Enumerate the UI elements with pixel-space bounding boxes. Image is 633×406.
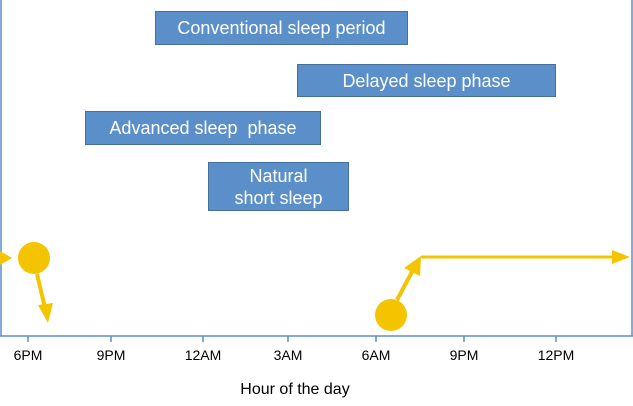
conventional-sleep-label: Conventional sleep period (177, 18, 386, 38)
sunset-icon (18, 242, 53, 323)
tick-label: 3AM (273, 347, 303, 363)
x-axis-title: Hour of the day (240, 381, 350, 398)
tick-label: 9PM (449, 347, 479, 363)
advanced-sleep-bar: Advanced sleep phase (85, 111, 321, 145)
sunrise-icon (375, 250, 630, 331)
advanced-sleep-label: Advanced sleep phase (109, 118, 297, 138)
tick-label: 6AM (361, 347, 391, 363)
natural-short-sleep-label: Natural short sleep (234, 165, 323, 208)
tick-label: 9PM (96, 347, 126, 363)
incoming-arrowhead (0, 251, 12, 265)
delayed-sleep-bar: Delayed sleep phase (297, 64, 556, 97)
conventional-sleep-bar: Conventional sleep period (155, 11, 408, 45)
delayed-sleep-label: Delayed sleep phase (342, 70, 511, 91)
tick-label: 6PM (13, 347, 43, 363)
tick-label: 12AM (184, 347, 222, 363)
tick-label: 12PM (537, 347, 575, 363)
natural-short-sleep-bar: Natural short sleep (208, 162, 349, 211)
